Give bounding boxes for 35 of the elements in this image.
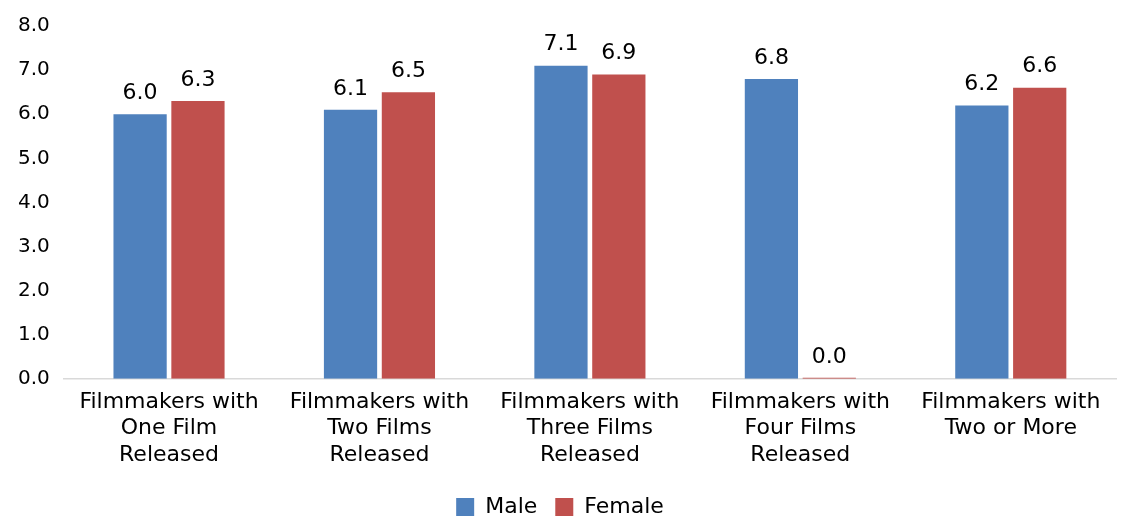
bar [381,92,436,379]
data-label: 6.0 [122,78,158,104]
legend-label: Male [485,492,538,518]
bar [323,109,378,379]
y-tick-label: 4.0 [17,188,50,213]
data-label: 6.2 [964,70,1000,96]
data-label: 6.6 [1022,52,1058,78]
bar [113,114,167,379]
y-tick-label: 1.0 [17,320,50,345]
x-tick-label: Filmmakers with Three Films Released [500,387,680,466]
data-label: 6.9 [601,39,637,65]
x-tick-label: Filmmakers with Two or More [921,387,1101,440]
y-tick-label: 5.0 [17,144,50,169]
y-tick-label: 8.0 [17,12,50,37]
x-tick-label: Filmmakers with Two Films Released [289,387,470,466]
data-label: 6.1 [333,74,369,100]
y-tick-label: 0.0 [17,365,50,389]
y-tick-label: 3.0 [17,232,50,257]
x-tick-label: Filmmakers with Four Films Released [710,387,890,466]
bar [534,65,588,379]
y-tick-label: 6.0 [17,100,50,125]
data-label: 6.3 [180,65,216,91]
y-tick-label: 7.0 [17,56,50,81]
bar [744,78,799,379]
bar [592,74,646,379]
x-tick-label: Filmmakers with One Film Released [79,387,259,466]
legend-label: Female [584,492,664,518]
y-tick-label: 2.0 [17,276,50,301]
bar [171,100,225,379]
data-label: 6.5 [390,56,426,82]
bar [1013,87,1067,379]
data-label: 6.8 [753,43,789,69]
data-label: 7.1 [543,30,579,56]
data-label: 0.0 [811,342,847,368]
bar [955,105,1009,379]
